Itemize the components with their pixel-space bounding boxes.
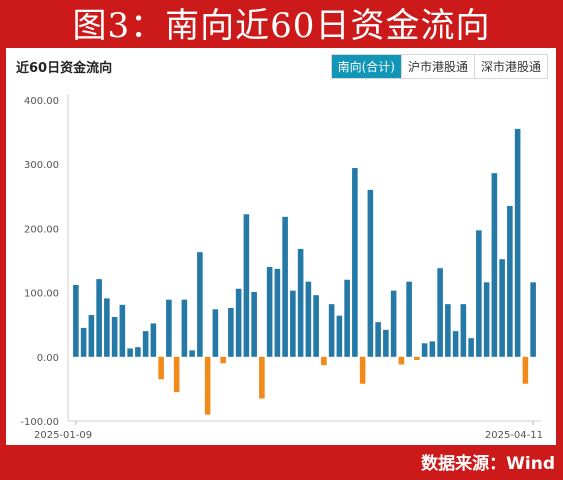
flow-bar: [476, 230, 482, 357]
tab-shanghai-connect[interactable]: 沪市港股通: [400, 55, 474, 78]
flow-bar: [375, 322, 381, 357]
flow-bar: [104, 298, 110, 357]
flow-bar: [259, 356, 265, 399]
flow-bar: [80, 327, 87, 357]
flow-bar: [212, 309, 219, 357]
y-tick-label: 300.00: [24, 160, 59, 171]
flow-bar: [406, 281, 412, 357]
flow-bar: [468, 338, 474, 357]
flow-bar: [390, 290, 397, 357]
y-tick-label: 200.00: [24, 224, 59, 235]
flow-bar: [421, 343, 428, 357]
y-tick-label: 100.00: [24, 289, 59, 300]
flow-bar: [344, 279, 350, 357]
flow-bar: [321, 356, 327, 366]
flow-bar: [336, 315, 343, 357]
flow-bar: [305, 281, 312, 357]
flow-bar: [274, 268, 281, 357]
flow-bar: [383, 329, 389, 357]
flow-bar: [166, 299, 172, 357]
tab-shenzhen-connect[interactable]: 深市港股通: [473, 55, 547, 78]
flow-bar: [499, 259, 505, 357]
data-source: 数据来源：Wind: [421, 454, 555, 474]
x-start-label: 2025-01-09: [34, 430, 92, 441]
flow-bar: [142, 331, 149, 357]
flow-bar: [228, 308, 234, 357]
flow-bar: [243, 214, 250, 357]
flow-bar: [445, 304, 451, 357]
flow-bar: [313, 295, 319, 357]
flow-bar: [530, 282, 536, 357]
flow-bar: [127, 348, 133, 357]
flow-bar: [429, 341, 436, 357]
panel-title: 近60日资金流向: [16, 61, 113, 76]
banner-title: 图3：南向近60日资金流向: [72, 6, 491, 46]
y-tick-label: -100.00: [20, 417, 59, 428]
flow-bar: [414, 356, 420, 361]
tab-group: 南向(合计) 沪市港股通 深市港股通: [330, 54, 548, 79]
y-tick-label: 0.00: [37, 353, 59, 364]
flow-bar: [491, 173, 498, 357]
flow-bar: [452, 331, 459, 357]
flow-bar: [251, 291, 257, 357]
flow-bar: [204, 356, 211, 415]
x-end-label: 2025-04-11: [485, 430, 543, 441]
flow-bar: [437, 268, 443, 357]
flow-bar: [235, 288, 242, 357]
chart-panel: 近60日资金流向 南向(合计) 沪市港股通 深市港股通 400.00 300.00…: [6, 48, 556, 445]
flow-bar: [290, 290, 296, 357]
flow-bar: [189, 350, 195, 357]
flow-bar: [173, 356, 180, 393]
flow-bar: [359, 356, 366, 384]
flow-bar: [135, 347, 141, 357]
footer: 数据来源：Wind: [0, 447, 563, 480]
flow-bar: [181, 299, 188, 357]
flow-bar: [483, 282, 490, 357]
flow-bar: [119, 304, 126, 357]
flow-bar: [514, 128, 521, 357]
flow-bar: [197, 252, 203, 357]
flow-bar: [297, 248, 304, 357]
flow-bar: [158, 356, 164, 380]
flow-bar: [96, 279, 102, 357]
flow-bar: [460, 304, 467, 357]
flow-bar: [111, 317, 118, 357]
flow-bar: [352, 168, 358, 357]
flow-bar-chart: 400.00 300.00 200.00 100.00 0.00 -100.00 2025-…: [20, 94, 543, 441]
flow-bar: [150, 323, 157, 357]
y-tick-label: 400.00: [24, 96, 59, 107]
flow-bar: [522, 356, 529, 384]
flow-bar: [73, 284, 79, 357]
tab-southbound-total[interactable]: 南向(合计): [331, 55, 401, 78]
flow-bar: [266, 266, 273, 357]
flow-bar: [507, 205, 513, 357]
flow-bar: [398, 356, 405, 365]
flow-bar: [88, 315, 95, 357]
flow-bar: [367, 189, 374, 357]
flow-bar: [328, 304, 335, 357]
flow-bar: [282, 216, 288, 357]
flow-bar: [220, 356, 226, 364]
